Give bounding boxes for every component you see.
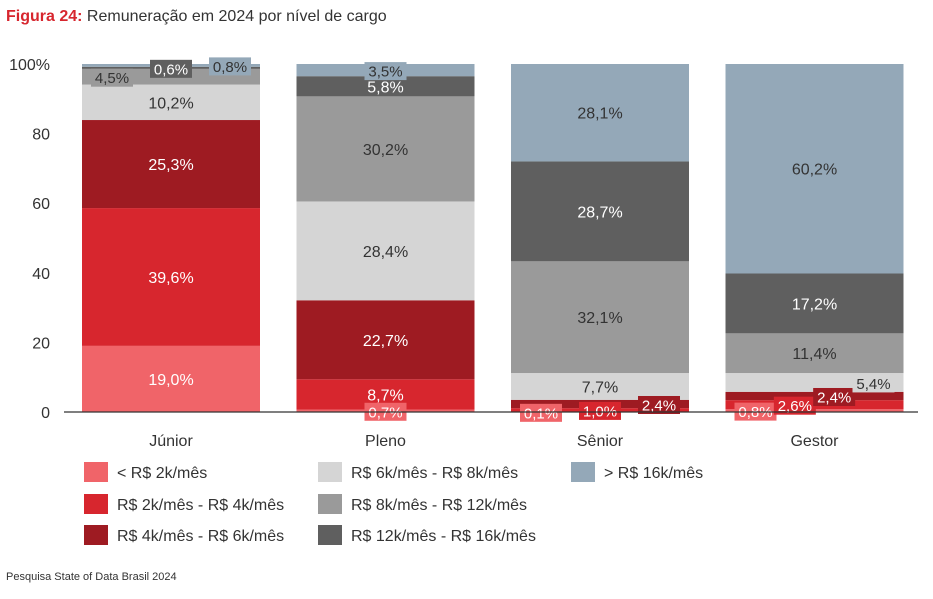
legend-label-3: R$ 6k/mês - R$ 8k/mês xyxy=(351,465,518,482)
bar-segment-j-nior-3 xyxy=(82,84,260,121)
y-tick-label-2: 40 xyxy=(32,266,50,283)
source-note: Pesquisa State of Data Brasil 2024 xyxy=(6,571,177,583)
y-tick-label-0: 0 xyxy=(41,405,50,422)
title-text: Remuneração em 2024 por nível de cargo xyxy=(82,8,387,25)
labels-layer: 19,0% 39,6% 25,3% 10,2% 4,5% 0,6% 0,8% 8,7% 22,7… xyxy=(91,57,895,422)
legend-label-5: R$ 12k/mês - R$ 16k/mês xyxy=(351,528,536,545)
chart-title: Figura 24: Remuneração em 2024 por nível… xyxy=(6,8,387,26)
legend-swatch-6 xyxy=(571,462,595,482)
data-label-s-nior-5: 28,7% xyxy=(577,204,622,221)
data-label-pleno-5: 5,8% xyxy=(367,79,403,96)
data-label-gestor-3: 5,4% xyxy=(856,376,890,393)
data-label-j-nior-2: 25,3% xyxy=(148,157,193,174)
data-label-j-nior-0: 19,0% xyxy=(148,372,193,389)
x-tick-label-gestor: Gestor xyxy=(790,433,839,450)
bar-segment-gestor-4 xyxy=(725,333,904,374)
data-label-s-nior-4: 32,1% xyxy=(577,310,622,327)
data-label-j-nior-4: 4,5% xyxy=(95,70,129,87)
data-label-j-nior-6: 0,8% xyxy=(213,59,247,76)
data-label-pleno-0: 0,7% xyxy=(368,404,402,421)
data-label-gestor-4: 11,4% xyxy=(792,346,836,363)
data-label-pleno-2: 22,7% xyxy=(363,333,408,350)
data-label-pleno-3: 28,4% xyxy=(363,244,408,261)
bar-segment-pleno-5 xyxy=(296,76,475,97)
y-tick-label-3: 60 xyxy=(32,196,50,213)
label-box-s-nior-1 xyxy=(579,401,621,420)
data-label-s-nior-3: 7,7% xyxy=(582,379,618,396)
legend-swatch-3 xyxy=(318,462,342,482)
legend-label-4: R$ 8k/mês - R$ 12k/mês xyxy=(351,497,527,514)
data-label-gestor-1: 2,6% xyxy=(778,398,812,415)
legend-swatch-5 xyxy=(318,525,342,545)
legend-swatch-0 xyxy=(84,462,108,482)
bar-segment-s-nior-5 xyxy=(511,161,689,262)
legend: < R$ 2k/mês R$ 2k/mês - R$ 4k/mês R$ 4k/mê… xyxy=(84,462,703,545)
axes-layer: Júnior Pleno Sênior Gestor 0 20 40 60 80 100% xyxy=(9,57,918,450)
bar-segment-s-nior-4 xyxy=(511,261,689,374)
y-tick-label-1: 20 xyxy=(32,335,50,352)
y-tick-label-4: 80 xyxy=(32,127,50,144)
data-label-pleno-4: 30,2% xyxy=(363,142,408,159)
label-box-j-nior-5 xyxy=(150,59,192,78)
bar-segment-pleno-3 xyxy=(296,201,475,301)
legend-label-6: > R$ 16k/mês xyxy=(604,465,703,482)
data-label-pleno-1: 8,7% xyxy=(367,387,403,404)
bar-segment-s-nior-3 xyxy=(511,373,689,400)
bar-segment-pleno-4 xyxy=(296,96,475,202)
label-box-gestor-2 xyxy=(813,387,856,406)
label-box-s-nior-2 xyxy=(638,395,680,414)
figure-number: Figura 24: xyxy=(6,8,83,25)
data-label-s-nior-6: 28,1% xyxy=(577,106,622,123)
x-tick-label-s-nior: Sênior xyxy=(577,433,624,450)
bar-segment-gestor-6 xyxy=(725,64,904,274)
bar-segment-gestor-5 xyxy=(725,273,904,334)
data-label-gestor-0: 0,8% xyxy=(738,404,772,421)
bar-segment-j-nior-0 xyxy=(82,345,260,412)
legend-swatch-2 xyxy=(84,525,108,545)
legend-label-2: R$ 4k/mês - R$ 6k/mês xyxy=(117,528,284,545)
bar-segment-s-nior-6 xyxy=(511,64,689,162)
legend-label-0: < R$ 2k/mês xyxy=(117,465,207,482)
label-box-pleno-6 xyxy=(364,62,407,81)
label-box-j-nior-4 xyxy=(91,68,133,87)
data-label-s-nior-2: 2,4% xyxy=(642,397,676,414)
label-box-gestor-3 xyxy=(852,374,895,393)
data-label-gestor-2: 2,4% xyxy=(817,389,851,406)
bar-segment-j-nior-1 xyxy=(82,208,260,346)
data-label-j-nior-1: 39,6% xyxy=(148,270,193,287)
y-tick-label-5: 100% xyxy=(9,57,50,74)
x-tick-label-pleno: Pleno xyxy=(365,433,406,450)
stacked-bar-chart: 19,0% 39,6% 25,3% 10,2% 4,5% 0,6% 0,8% 8,7% 22,7… xyxy=(9,57,918,545)
legend-swatch-4 xyxy=(318,494,342,514)
bar-segment-j-nior-2 xyxy=(82,120,260,209)
legend-swatch-1 xyxy=(84,494,108,514)
data-label-s-nior-0: 0,1% xyxy=(524,405,558,422)
bars-layer xyxy=(82,64,904,413)
label-box-gestor-1 xyxy=(773,396,816,415)
data-label-gestor-5: 17,2% xyxy=(792,296,837,313)
x-tick-label-j-nior: Júnior xyxy=(149,433,193,450)
data-label-j-nior-5: 0,6% xyxy=(154,61,188,78)
bar-segment-pleno-2 xyxy=(296,300,475,380)
legend-label-1: R$ 2k/mês - R$ 4k/mês xyxy=(117,497,284,514)
label-box-j-nior-6 xyxy=(209,57,251,76)
data-label-j-nior-3: 10,2% xyxy=(148,95,193,112)
data-label-gestor-6: 60,2% xyxy=(792,162,837,179)
data-label-pleno-6: 3,5% xyxy=(368,64,402,81)
label-box-s-nior-0 xyxy=(520,403,562,422)
